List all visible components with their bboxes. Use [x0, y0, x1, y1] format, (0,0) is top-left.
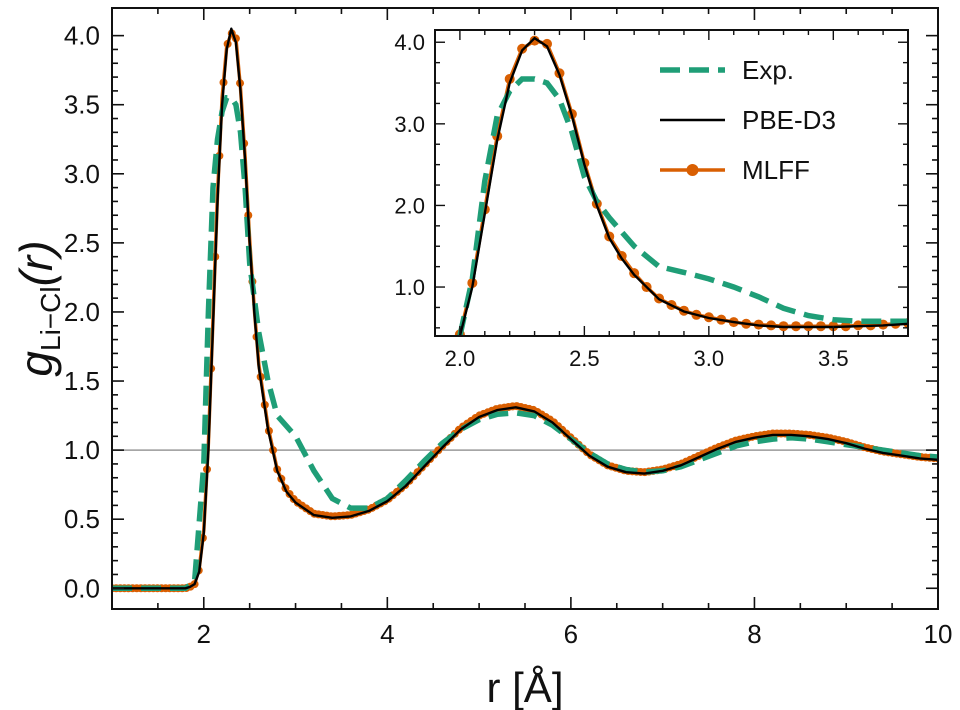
x-tick-label: 4 [380, 619, 394, 649]
inset-x-tick-label: 3.5 [818, 346, 849, 371]
inset-y-tick-label: 1.0 [394, 275, 425, 300]
inset-exp-line [457, 76, 908, 336]
y-axis-title-sub: Li−Cl [35, 286, 66, 351]
y-axis-title: gLi−Cl(r) [10, 240, 66, 376]
legend-label: PBE-D3 [742, 105, 836, 135]
x-tick-label: 8 [747, 619, 761, 649]
legend-label: Exp. [742, 55, 794, 85]
main-plot: 2 4 6 8 10 0.0 0.5 1.0 1.5 2.0 2.5 3.0 3.5 4.0 r [Å] gL… [10, 7, 953, 710]
inset-x-tick-label: 2.5 [569, 346, 600, 371]
legend-swatch-mlff-marker [686, 164, 699, 176]
x-axis-title: r [Å] [486, 664, 563, 710]
inset-mlff-marker [529, 35, 540, 46]
y-axis-title-main: g [10, 351, 62, 377]
inset-y-tick-label: 3.0 [394, 112, 425, 137]
legend: Exp. PBE-D3 MLFF [660, 55, 836, 185]
x-tick-label: 2 [197, 619, 211, 649]
y-tick-label: 3.5 [64, 90, 100, 120]
inset-plot: 2.0 2.5 3.0 3.5 1.0 2.0 3.0 4.0 Exp. PBE-D3 MLFF [394, 29, 909, 371]
y-tick-label: 4.0 [64, 21, 100, 51]
inset-pbe-d3-line [458, 36, 908, 336]
inset-frame [434, 29, 909, 337]
main-series-group [112, 27, 938, 593]
inset-y-tick-label: 2.0 [394, 193, 425, 218]
inset-x-tick-label: 2.0 [445, 346, 476, 371]
x-tick-label: 10 [924, 619, 953, 649]
y-tick-label: 0.5 [64, 504, 100, 534]
y-tick-label: 0.0 [64, 573, 100, 603]
x-tick-label: 6 [564, 619, 578, 649]
y-tick-label: 3.0 [64, 159, 100, 189]
legend-label: MLFF [742, 155, 810, 185]
inset-series-group [454, 35, 908, 336]
y-tick-label: 2.5 [64, 228, 100, 258]
y-axis-title-arg: (r) [10, 240, 62, 286]
inset-y-tick-label: 4.0 [394, 30, 425, 55]
y-tick-label: 1.5 [64, 366, 100, 396]
inset-mlff-marker [542, 38, 553, 49]
y-tick-label: 2.0 [64, 297, 100, 327]
series-pbe-d3-line [112, 27, 938, 590]
inset-x-tick-label: 3.0 [694, 346, 725, 371]
y-tick-label: 1.0 [64, 435, 100, 465]
